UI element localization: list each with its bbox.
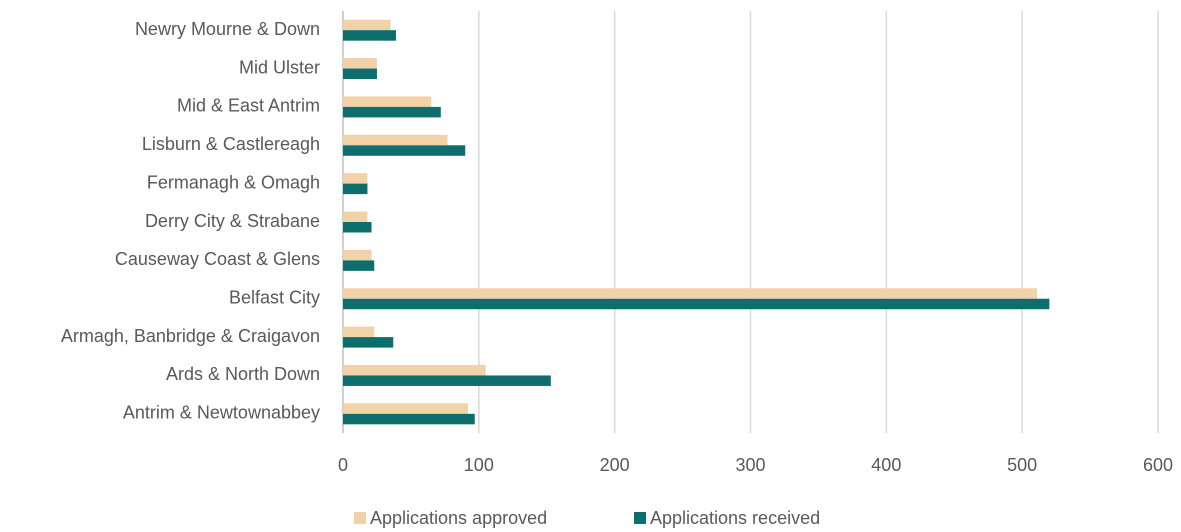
bar [343, 173, 368, 184]
bar [343, 96, 432, 107]
bar [343, 183, 368, 195]
x-tick-label: 500 [1007, 455, 1037, 475]
bar [343, 403, 468, 414]
x-tick-label: 100 [464, 455, 494, 475]
bar [343, 364, 486, 376]
bar [343, 106, 441, 118]
bar [343, 222, 372, 233]
x-tick-label: 600 [1143, 455, 1173, 475]
bar [343, 58, 377, 69]
x-tick-label: 0 [338, 455, 348, 475]
bar [343, 413, 475, 425]
y-tick-label: Mid Ulster [239, 57, 320, 77]
bar [343, 30, 396, 41]
legend-label: Applications received [650, 508, 820, 528]
legend-swatch [354, 512, 366, 524]
bar [343, 211, 368, 222]
legend-label: Applications approved [370, 508, 547, 528]
y-tick-label: Belfast City [229, 287, 320, 307]
bar [343, 326, 375, 338]
bar [343, 68, 377, 80]
y-tick-label: Newry Mourne & Down [135, 19, 320, 39]
y-tick-label: Antrim & Newtownabbey [123, 403, 320, 423]
bar [343, 298, 1050, 310]
y-tick-label: Armagh, Banbridge & Craigavon [61, 326, 320, 346]
x-tick-label: 300 [735, 455, 765, 475]
y-tick-label: Mid & East Antrim [177, 96, 320, 116]
bar [343, 145, 466, 156]
bar [343, 249, 372, 261]
y-tick-label: Causeway Coast & Glens [115, 249, 320, 269]
legend-swatch [634, 512, 646, 524]
bar [343, 260, 375, 271]
bar [343, 375, 551, 386]
x-tick-label: 200 [600, 455, 630, 475]
y-tick-label: Derry City & Strabane [145, 211, 320, 231]
bar [343, 288, 1038, 299]
bar [343, 134, 448, 146]
y-tick-label: Lisburn & Castlereagh [142, 134, 320, 154]
bar [343, 337, 394, 348]
y-tick-label: Fermanagh & Omagh [147, 172, 320, 192]
bar [343, 19, 391, 31]
x-tick-label: 400 [871, 455, 901, 475]
y-tick-label: Ards & North Down [166, 364, 320, 384]
